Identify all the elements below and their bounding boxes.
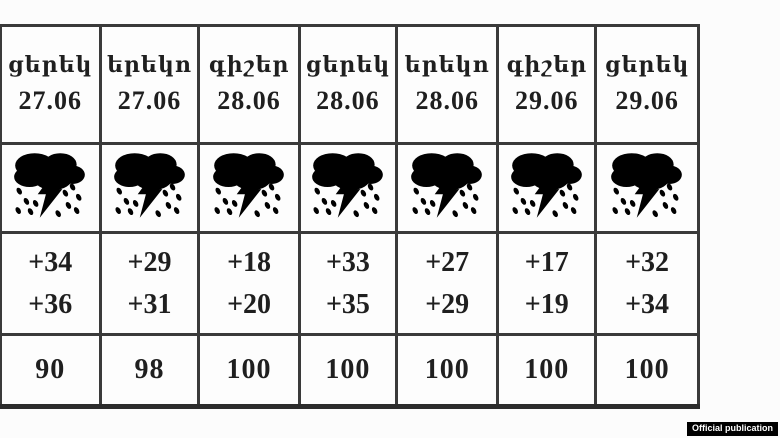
forecast-table: ցերեկ 27.06 երեկո 27.06 գիշեր 28.06 ցերե…: [0, 24, 700, 409]
header-cell: ցերեկ 28.06: [297, 24, 399, 145]
temp-bottom-value: +20: [227, 288, 272, 320]
temperature-cell: +29 +31: [98, 231, 201, 336]
thunderstorm-icon: [208, 147, 290, 225]
thunderstorm-icon: [9, 147, 91, 225]
period-label: ցերեկ: [604, 51, 690, 77]
thunderstorm-icon: [606, 147, 688, 225]
humidity-value: 100: [524, 354, 570, 385]
thunderstorm-icon: [307, 147, 389, 225]
header-row: ցերեկ 27.06 երեկո 27.06 գիշեր 28.06 ցերե…: [0, 24, 700, 145]
period-label: ցերեկ: [305, 51, 391, 77]
temp-top-value: +29: [127, 246, 172, 278]
date-label: 28.06: [316, 86, 380, 116]
temp-bottom-value: +36: [28, 288, 73, 320]
header-cell: ցերեկ 29.06: [594, 24, 700, 145]
weather-cell: [496, 142, 598, 234]
temp-top-value: +27: [425, 246, 470, 278]
weather-icons-row: ւր: [0, 142, 700, 234]
date-label: 27.06: [18, 86, 82, 116]
header-cell: երեկո 28.06: [395, 24, 500, 145]
temperature-cell: +17 +19: [496, 231, 598, 336]
temperature-cell: +18 +20: [197, 231, 301, 336]
official-publication-badge: Official publication: [686, 422, 778, 436]
humidity-cell: 100: [594, 333, 700, 409]
period-label: երեկո: [106, 51, 193, 77]
humidity-cell: 100: [197, 333, 301, 409]
period-label: երեկո: [404, 51, 490, 77]
date-label: 29.06: [515, 86, 579, 116]
temp-top-value: +34: [28, 246, 73, 278]
humidity-cell: 90: [0, 333, 102, 409]
period-label: ցերեկ: [7, 51, 93, 77]
humidity-cell: 100: [496, 333, 598, 409]
header-cell: ցերեկ 27.06: [0, 24, 102, 145]
date-label: 28.06: [217, 86, 281, 116]
weather-cell: [297, 142, 399, 234]
weather-cell: [197, 142, 301, 234]
temp-bottom-value: +35: [325, 288, 370, 320]
thunderstorm-icon: [109, 147, 191, 225]
header-cell: գիշեր 28.06: [197, 24, 301, 145]
temperature-cell: +34 +36: [0, 231, 102, 336]
period-label: գիշեր: [506, 51, 588, 77]
humidity-cell: 100: [297, 333, 399, 409]
weather-cell: [395, 142, 500, 234]
thunderstorm-icon: [506, 147, 588, 225]
temp-top-value: +17: [524, 246, 569, 278]
date-label: 27.06: [117, 86, 182, 116]
temperature-cell: +27 +29: [395, 231, 500, 336]
weather-cell: [98, 142, 201, 234]
date-label: 28.06: [415, 86, 479, 116]
humidity-value: 90: [35, 354, 66, 385]
humidity-value: 100: [624, 354, 670, 385]
temp-bottom-value: +31: [127, 288, 172, 320]
humidity-cell: 98: [98, 333, 201, 409]
temp-top-value: +32: [625, 246, 670, 278]
temp-bottom-value: +19: [524, 288, 569, 320]
temp-top-value: +18: [227, 246, 272, 278]
weather-cell: [594, 142, 700, 234]
humidity-cell: 100: [395, 333, 500, 409]
temperature-row: C +34 +36 +29 +31 +18 +20 +33 +35 +27 +2…: [0, 231, 700, 336]
thunderstorm-icon: [406, 147, 488, 225]
humidity-value: 100: [325, 354, 371, 385]
humidity-value: 100: [226, 354, 272, 385]
header-cell: գիշեր 29.06: [496, 24, 598, 145]
temp-bottom-value: +29: [425, 288, 470, 320]
temp-bottom-value: +34: [625, 288, 670, 320]
humidity-value: 100: [424, 354, 470, 385]
temp-top-value: +33: [325, 246, 370, 278]
date-label: 29.06: [615, 86, 679, 116]
temperature-cell: +33 +35: [297, 231, 399, 336]
period-label: գիշեր: [208, 51, 290, 77]
humidity-value: 98: [134, 354, 165, 385]
weather-cell: [0, 142, 102, 234]
temperature-cell: +32 +34: [594, 231, 700, 336]
humidity-row: 90 98 100 100 100 100 100: [0, 333, 700, 409]
header-cell: երեկո 27.06: [98, 24, 201, 145]
